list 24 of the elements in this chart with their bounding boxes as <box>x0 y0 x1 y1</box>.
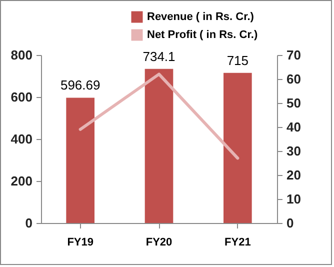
y2-tick-label: 0 <box>286 216 294 230</box>
data-label: 596.69 <box>60 78 100 93</box>
y-tick-label: 600 <box>10 90 32 104</box>
y2-tick-label: 40 <box>286 120 301 134</box>
y2-tick-label: 20 <box>286 168 301 182</box>
legend-label: Revenue ( in Rs. Cr.) <box>147 11 254 23</box>
bar <box>224 72 252 223</box>
y-tick-label: 200 <box>10 174 32 188</box>
x-tick-label: FY21 <box>224 236 251 248</box>
legend-label: Net Profit ( in Rs. Cr.) <box>147 29 258 41</box>
y2-tick-label: 10 <box>286 192 301 206</box>
y-tick-label: 800 <box>10 48 32 62</box>
y2-tick-label: 70 <box>286 48 301 62</box>
y2-tick-label: 50 <box>286 96 301 110</box>
x-tick-label: FY20 <box>146 236 172 248</box>
bar <box>66 98 94 223</box>
x-tick-label: FY19 <box>67 236 94 248</box>
y-tick-label: 400 <box>10 132 32 146</box>
y2-tick-label: 30 <box>286 144 301 158</box>
data-label: 715 <box>226 52 249 68</box>
y-tick-label: 0 <box>25 216 32 230</box>
data-label: 734.1 <box>142 48 176 64</box>
bar <box>144 68 174 223</box>
y2-tick-label: 60 <box>286 72 301 86</box>
